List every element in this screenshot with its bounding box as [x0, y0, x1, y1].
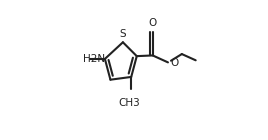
Text: O: O	[170, 58, 178, 68]
Text: H2N: H2N	[83, 54, 105, 64]
Text: O: O	[148, 18, 157, 28]
Text: S: S	[119, 29, 125, 39]
Text: CH3: CH3	[118, 98, 140, 108]
